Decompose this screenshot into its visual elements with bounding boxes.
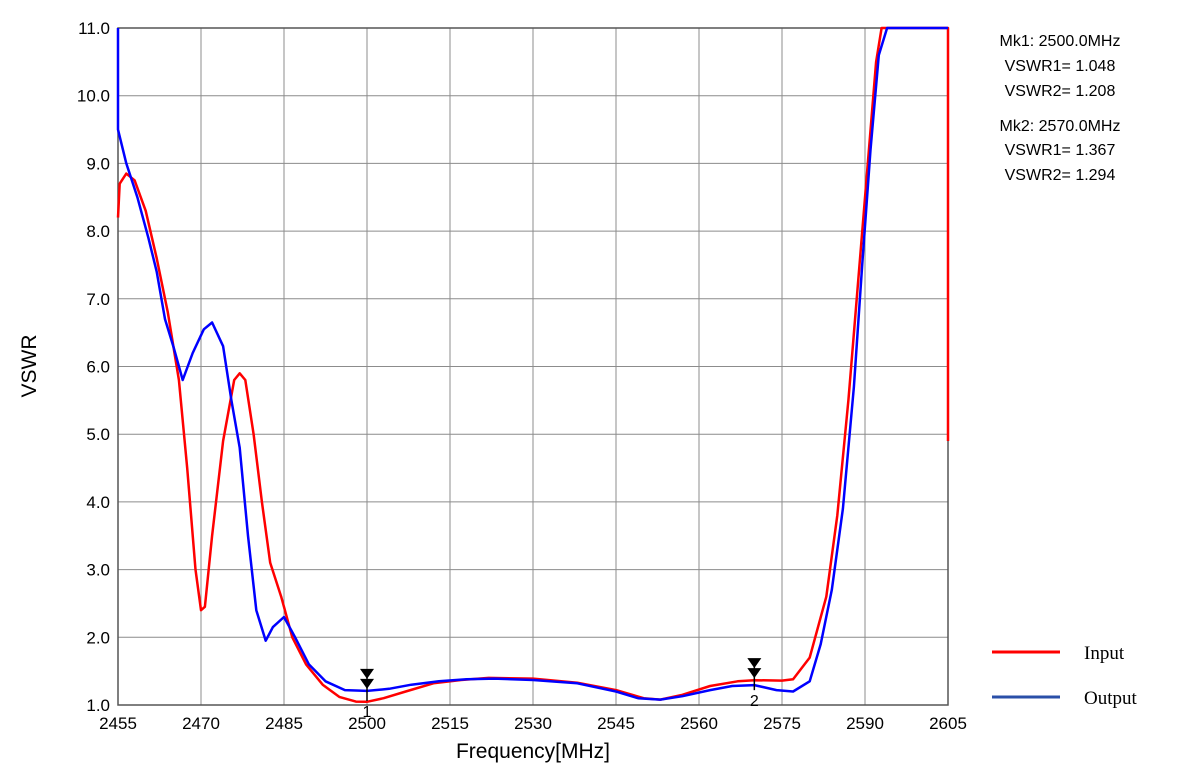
y-tick-label: 9.0	[86, 154, 110, 173]
y-tick-label: 11.0	[78, 19, 110, 38]
series-line-output	[116, 26, 948, 701]
x-tick-label: 2545	[597, 714, 635, 733]
x-tick-label: 2590	[846, 714, 884, 733]
y-tick-label: 10.0	[77, 87, 110, 106]
legend-label-output: Output	[1084, 688, 1138, 709]
x-tick-label: 2515	[431, 714, 469, 733]
marker-1-heading: Mk1: 2500.0MHz	[1000, 33, 1121, 50]
marker-label: 1	[363, 704, 372, 721]
marker-label: 2	[750, 693, 759, 710]
x-tick-label: 2560	[680, 714, 718, 733]
marker-2-vswr1: VSWR1= 1.367	[1005, 142, 1116, 159]
x-tick-label: 2485	[265, 714, 303, 733]
legend-item-input: Input	[992, 643, 1125, 664]
x-tick-label: 2605	[929, 714, 967, 733]
marker-readout-1: Mk1: 2500.0MHz VSWR1= 1.048 VSWR2= 1.208	[1000, 33, 1121, 100]
x-tick-label: 2470	[182, 714, 220, 733]
marker-2-vswr2: VSWR2= 1.294	[1005, 167, 1116, 184]
marker-readout-2: Mk2: 2570.0MHz VSWR1= 1.367 VSWR2= 1.294	[1000, 118, 1121, 184]
y-axis-title: VSWR	[18, 335, 41, 398]
marker-triangle-icon	[360, 678, 374, 689]
legend-label-input: Input	[1084, 643, 1125, 664]
marker-1: 1	[360, 668, 374, 721]
y-tick-label: 2.0	[86, 628, 110, 647]
marker-triangle-icon	[747, 658, 762, 669]
legend-item-output: Output	[992, 688, 1138, 709]
marker-1-vswr2: VSWR2= 1.208	[1005, 83, 1116, 100]
x-tick-label: 2530	[514, 714, 552, 733]
y-tick-label: 8.0	[86, 222, 110, 241]
legend: Input Output	[992, 643, 1138, 709]
y-tick-label: 7.0	[86, 290, 110, 309]
y-tick-label: 6.0	[86, 358, 110, 377]
y-tick-label: 4.0	[86, 493, 110, 512]
markers: 12	[360, 658, 762, 721]
series-line-input	[116, 26, 950, 704]
marker-2: 2	[747, 658, 762, 710]
series-lines	[116, 26, 950, 704]
tick-labels: 2455 2470 2485 2500 2515 2530 2545 2560 2575 2590…	[77, 19, 967, 733]
x-axis-title: Frequency[MHz]	[456, 740, 610, 763]
marker-1-vswr1: VSWR1= 1.048	[1005, 58, 1116, 75]
marker-triangle-icon	[360, 668, 374, 679]
y-tick-label: 3.0	[86, 561, 110, 580]
y-tick-label: 1.0	[86, 696, 110, 715]
x-tick-label: 2455	[99, 714, 137, 733]
x-tick-label: 2500	[348, 714, 386, 733]
y-tick-label: 5.0	[86, 425, 110, 444]
marker-2-heading: Mk2: 2570.0MHz	[1000, 118, 1121, 135]
marker-triangle-icon	[747, 668, 762, 679]
x-tick-label: 2575	[763, 714, 801, 733]
